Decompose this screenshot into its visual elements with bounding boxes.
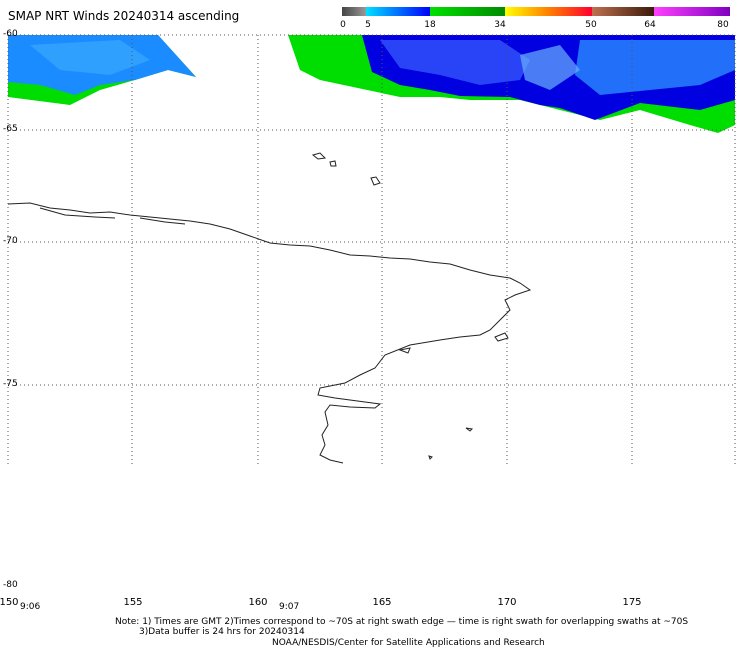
time-label: 9:07 <box>279 602 300 612</box>
coastline <box>7 152 532 464</box>
colorbar-tick-5: 5 <box>365 20 371 30</box>
map-title: SMAP NRT Winds 20240314 ascending <box>8 9 240 23</box>
wind-swath-left <box>8 35 196 105</box>
note-line-1: Note: 1) Times are GMT 2)Times correspon… <box>115 617 689 627</box>
colorbar-tick-18: 18 <box>424 20 436 30</box>
wind-speed-colorbar <box>342 7 730 16</box>
note-credit: NOAA/NESDIS/Center for Satellite Applica… <box>272 638 545 648</box>
lon-label: 160 <box>248 597 268 608</box>
lat-label: -80 <box>3 580 18 590</box>
time-label: 9:06 <box>20 602 41 612</box>
wind-swath-right <box>288 35 735 133</box>
colorbar-tick-50: 50 <box>585 20 597 30</box>
colorbar-tick-0: 0 <box>340 20 346 30</box>
lon-label: 175 <box>622 597 642 608</box>
lon-label: 150 <box>0 597 19 608</box>
lat-label: -75 <box>3 379 18 389</box>
lon-label: 165 <box>372 597 392 608</box>
colorbar-tick-34: 34 <box>494 20 506 30</box>
lat-label: -70 <box>3 236 18 246</box>
lat-label: -65 <box>3 124 18 134</box>
colorbar-tick-80: 80 <box>717 20 729 30</box>
note-line-2: 3)Data buffer is 24 hrs for 20240314 <box>139 627 305 637</box>
lat-label: -60 <box>3 29 18 39</box>
colorbar-tick-64: 64 <box>644 20 656 30</box>
lon-label: 155 <box>123 597 143 608</box>
lon-label: 170 <box>497 597 517 608</box>
